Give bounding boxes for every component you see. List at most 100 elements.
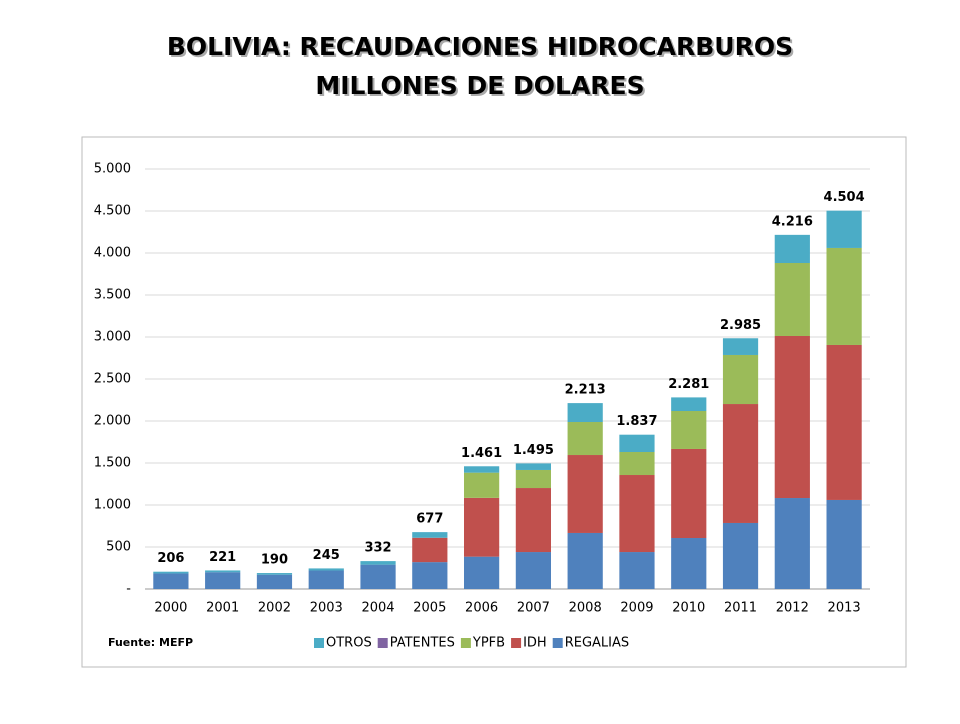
y-tick-label: 2.500 bbox=[94, 372, 131, 387]
bar-segment bbox=[567, 403, 603, 423]
legend-swatch bbox=[460, 638, 471, 648]
bar-segment bbox=[826, 344, 862, 500]
legend-label: OTROS bbox=[326, 636, 372, 651]
bar-segment bbox=[515, 463, 551, 470]
bar-segment bbox=[722, 522, 759, 589]
y-tick-label: 5.000 bbox=[94, 162, 131, 177]
bar-segment bbox=[619, 434, 655, 452]
x-tick-label: 2000 bbox=[154, 601, 187, 616]
bar-segment bbox=[619, 451, 655, 476]
bar-segment bbox=[153, 571, 189, 574]
bar-segment bbox=[464, 497, 500, 557]
bar-segment bbox=[464, 466, 500, 473]
bar-segment bbox=[671, 538, 707, 589]
chart-subtitle: MILLONES DE DOLARES bbox=[315, 71, 644, 100]
x-tick-label: 2006 bbox=[465, 601, 498, 616]
bar-segment bbox=[412, 537, 448, 563]
bar-segment bbox=[308, 570, 344, 589]
bar-segment bbox=[360, 561, 396, 565]
total-label: 190 bbox=[261, 553, 288, 568]
total-label: 2.281 bbox=[668, 377, 709, 392]
bar-segment bbox=[412, 532, 448, 538]
bar-segment bbox=[671, 397, 707, 412]
bar-segment bbox=[308, 568, 344, 571]
total-label: 206 bbox=[157, 551, 184, 566]
source-note: Fuente: MEFP bbox=[108, 636, 193, 649]
bar-segment bbox=[153, 573, 189, 589]
bar-segment bbox=[826, 210, 862, 248]
legend-swatch bbox=[377, 638, 388, 648]
bar-segment bbox=[774, 335, 810, 499]
total-label: 1.495 bbox=[513, 443, 554, 458]
legend-swatch bbox=[552, 638, 563, 648]
bar-segment bbox=[567, 455, 603, 533]
x-tick-label: 2003 bbox=[310, 601, 343, 616]
bar-segment bbox=[205, 570, 241, 573]
y-tick-label: 3.000 bbox=[94, 330, 131, 345]
bar-segment bbox=[722, 404, 759, 523]
bar-segment bbox=[515, 552, 551, 589]
bar-segment bbox=[205, 572, 241, 589]
bar-segment bbox=[464, 556, 500, 589]
bar-segment bbox=[567, 532, 603, 589]
total-label: 1.461 bbox=[461, 446, 502, 461]
y-tick-label: 500 bbox=[106, 540, 131, 555]
total-label: 4.504 bbox=[824, 190, 865, 205]
bar-segment bbox=[774, 234, 810, 263]
x-tick-label: 2007 bbox=[517, 601, 550, 616]
bar-segment bbox=[722, 354, 759, 405]
total-label: 677 bbox=[416, 512, 443, 527]
bar-segment bbox=[256, 573, 293, 575]
y-tick-label: 1.500 bbox=[94, 456, 131, 471]
legend-swatch bbox=[314, 638, 324, 648]
bar-segment bbox=[619, 475, 655, 553]
x-tick-label: 2011 bbox=[724, 601, 757, 616]
legend-label: PATENTES bbox=[390, 636, 455, 651]
x-tick-label: 2013 bbox=[828, 601, 861, 616]
bar-segment bbox=[412, 562, 448, 589]
x-tick-label: 2005 bbox=[413, 601, 446, 616]
y-tick-label: 4.500 bbox=[94, 204, 131, 219]
y-tick-label: 2.000 bbox=[94, 414, 131, 429]
bar-segment bbox=[826, 247, 862, 345]
chart-title: BOLIVIA: RECAUDACIONES HIDROCARBUROS bbox=[167, 32, 793, 61]
bar-segment bbox=[515, 488, 551, 553]
y-tick-label: 1.000 bbox=[94, 498, 131, 513]
total-label: 1.837 bbox=[616, 414, 657, 429]
bar-segment bbox=[671, 411, 707, 449]
bar-segment bbox=[567, 422, 603, 456]
x-tick-label: 2001 bbox=[206, 601, 239, 616]
bar-segment bbox=[256, 574, 293, 589]
bar-segment bbox=[722, 338, 759, 355]
x-tick-label: 2012 bbox=[776, 601, 809, 616]
total-label: 4.216 bbox=[772, 214, 813, 229]
bar-segment bbox=[826, 499, 862, 589]
x-tick-label: 2008 bbox=[569, 601, 602, 616]
bar-segment bbox=[619, 552, 655, 589]
legend-label: IDH bbox=[523, 636, 547, 651]
total-label: 245 bbox=[313, 548, 340, 563]
bar-segment bbox=[774, 262, 810, 336]
total-label: 2.985 bbox=[720, 318, 761, 333]
total-label: 2.213 bbox=[565, 383, 606, 398]
y-tick-label: 3.500 bbox=[94, 288, 131, 303]
subtitle-shadow: MILLONES DE DOLARES bbox=[317, 73, 646, 102]
x-tick-label: 2010 bbox=[672, 601, 705, 616]
bar-segment bbox=[774, 498, 810, 589]
title-shadow: BOLIVIA: RECAUDACIONES HIDROCARBUROS bbox=[169, 34, 795, 63]
bar-segment bbox=[464, 472, 500, 498]
bar-segment bbox=[515, 469, 551, 489]
legend-swatch bbox=[511, 638, 522, 648]
y-tick-label: 4.000 bbox=[94, 246, 131, 261]
bar-segment bbox=[671, 448, 707, 539]
total-label: 332 bbox=[364, 541, 391, 556]
total-label: 221 bbox=[209, 550, 236, 565]
legend-label: REGALIAS bbox=[565, 636, 629, 651]
x-tick-label: 2002 bbox=[258, 601, 291, 616]
chart-frame bbox=[81, 136, 907, 668]
x-tick-label: 2009 bbox=[620, 601, 653, 616]
legend-label: YPFB bbox=[472, 636, 505, 651]
bar-segment bbox=[360, 564, 396, 589]
